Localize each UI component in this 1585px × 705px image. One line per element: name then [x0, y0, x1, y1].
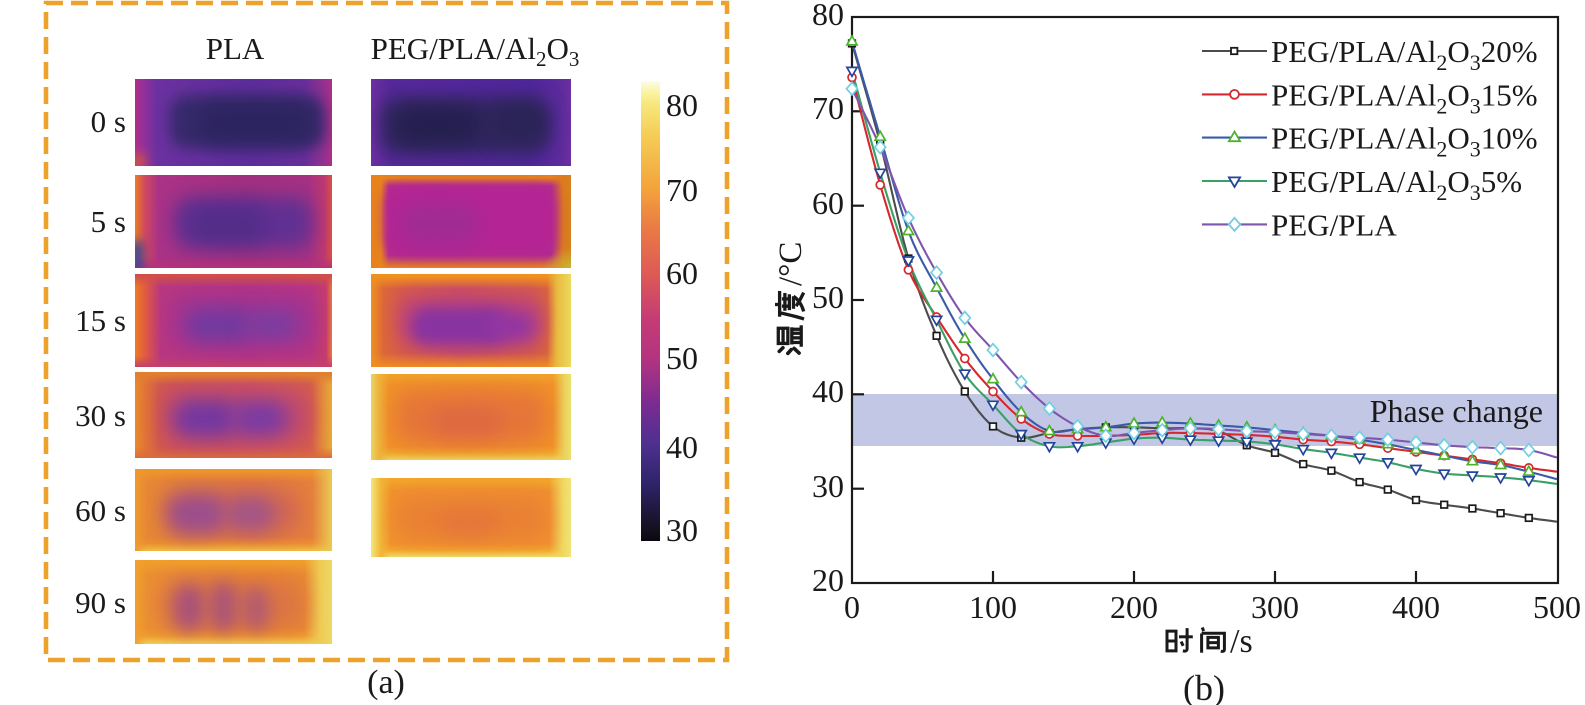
svg-text:PEG/PLA/Al2O310%: PEG/PLA/Al2O310% [1271, 121, 1538, 162]
svg-text:PEG/PLA: PEG/PLA [1271, 207, 1397, 242]
svg-text:100: 100 [969, 589, 1017, 625]
svg-text:400: 400 [1392, 589, 1440, 625]
svg-text:40: 40 [812, 373, 844, 409]
svg-text:PEG/PLA/Al2O35%: PEG/PLA/Al2O35% [1271, 164, 1522, 205]
svg-text:80: 80 [812, 0, 844, 32]
svg-text:(b): (b) [1183, 668, 1225, 705]
svg-text:Phase change: Phase change [1370, 393, 1543, 429]
svg-text:200: 200 [1110, 589, 1158, 625]
svg-text:0: 0 [844, 589, 860, 625]
svg-text:/°C: /°C [773, 242, 809, 286]
svg-text:/s: /s [1230, 623, 1253, 660]
svg-text:PEG/PLA/Al2O315%: PEG/PLA/Al2O315% [1271, 77, 1538, 118]
svg-text:70: 70 [812, 90, 844, 126]
svg-text:300: 300 [1251, 589, 1299, 625]
svg-text:30: 30 [812, 468, 844, 504]
svg-text:50: 50 [812, 279, 844, 315]
svg-text:PEG/PLA/Al2O320%: PEG/PLA/Al2O320% [1271, 34, 1538, 75]
svg-text:500: 500 [1533, 589, 1581, 625]
svg-text:60: 60 [812, 185, 844, 221]
svg-text:20: 20 [812, 562, 844, 598]
